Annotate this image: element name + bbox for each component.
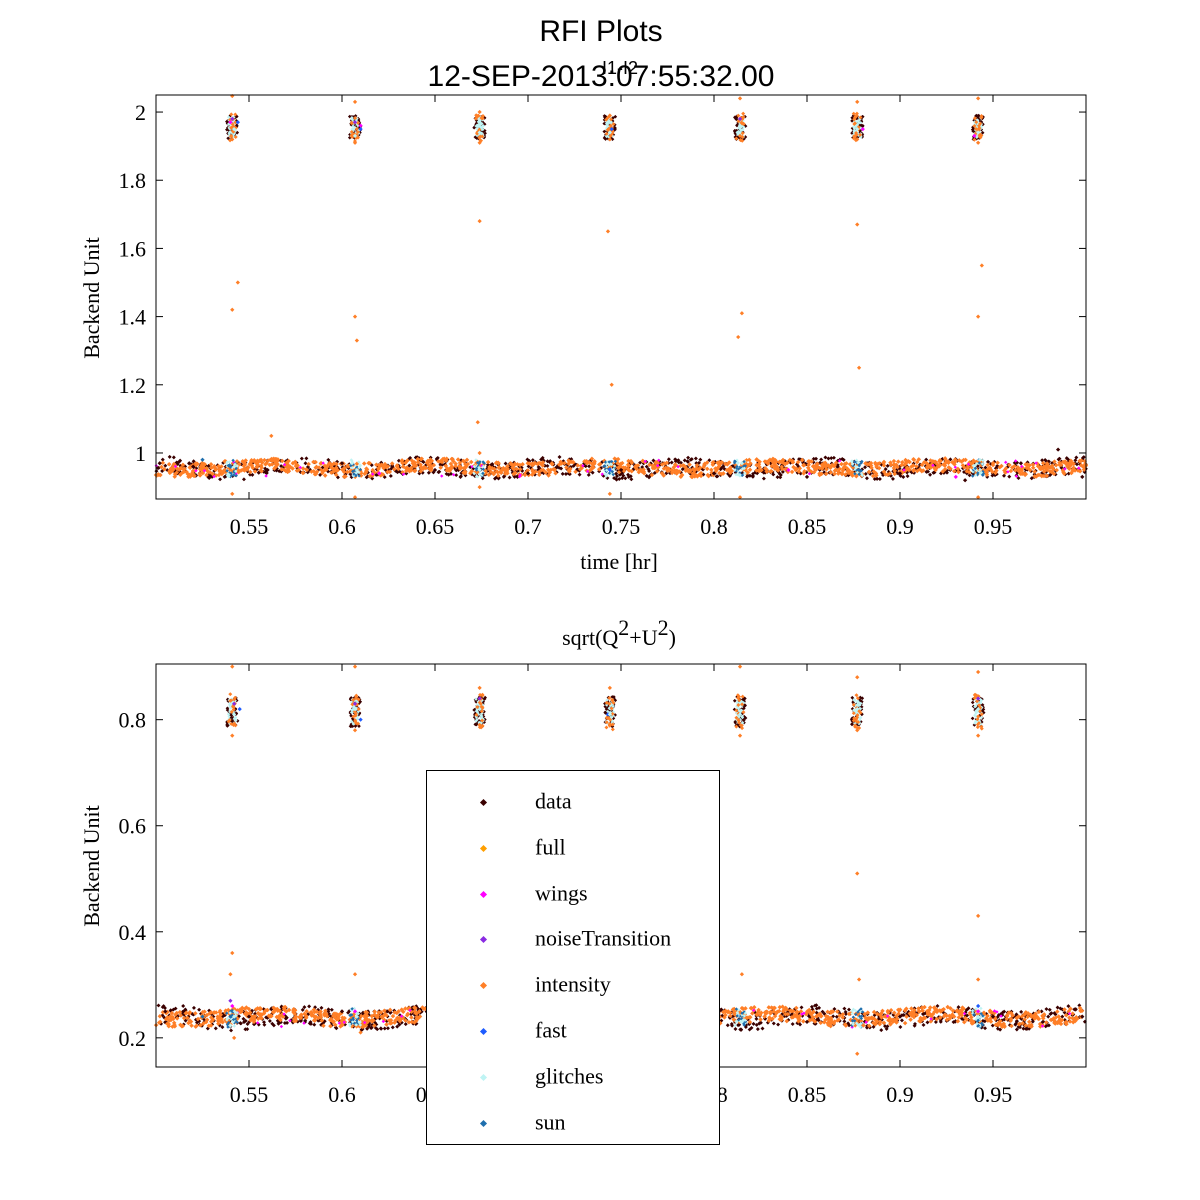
top-series-data-point (299, 456, 304, 461)
top-x-tick-label: 0.55 (230, 514, 269, 539)
panel-overlap-label: I1-I2 (602, 58, 638, 78)
top-series-intensity-point (892, 471, 897, 477)
bottom-panel-title: sqrt(Q2+U2) (562, 615, 676, 650)
top-series-data-point (814, 456, 818, 461)
top-x-tick-label: 0.75 (602, 514, 641, 539)
top-series-data-point (191, 459, 196, 464)
top-x-tick-label: 0.9 (886, 514, 914, 539)
top-y-tick-label: 2 (135, 100, 146, 125)
top-series-intensity-point (495, 473, 501, 478)
top-series-data-point (905, 474, 910, 479)
top-x-axis-label: time [hr] (580, 549, 658, 574)
top-series-data-point (374, 472, 379, 477)
top-series-data-point (507, 475, 512, 480)
superscript-2-u: 2 (658, 615, 669, 640)
top-series-data-point (1002, 473, 1007, 478)
top-series-intensity-point (919, 462, 925, 468)
top-y-tick-label: 1.2 (119, 373, 147, 398)
top-y-tick-label: 1.6 (119, 236, 147, 261)
top-series-data-point (967, 473, 972, 478)
top-series-data-point (1016, 476, 1021, 481)
top-series-intensity-point (866, 469, 872, 475)
top-series-data-point (707, 458, 712, 463)
top-series-data-point (559, 466, 564, 471)
top-series-data-point (155, 465, 160, 470)
top-series-data-point (404, 471, 409, 476)
top-series-data-point (263, 470, 268, 475)
top-x-tick-label: 0.95 (974, 514, 1013, 539)
top-series-intensity-point (747, 467, 753, 472)
top-series-data-point (761, 476, 766, 481)
top-x-tick-label: 0.7 (514, 514, 542, 539)
top-x-tick-label: 0.8 (700, 514, 728, 539)
top-series-intensity-point (457, 460, 463, 466)
top-y-tick-label: 1.8 (119, 168, 147, 193)
top-x-tick-label: 0.65 (416, 514, 455, 539)
top-series-data-point (250, 472, 255, 477)
top-scatter-panel: 0.55 0.6 0.65 0.7 0.75 0.8 0.85 0.9 0.95 1 1.2 1.4 1… (79, 93, 1089, 574)
top-series-data-point (388, 473, 393, 478)
top-series-data-point (458, 474, 463, 479)
top-y-tick-label: 1 (135, 441, 146, 466)
figure-title: RFI Plots (539, 15, 662, 48)
top-series-data-point (222, 474, 227, 479)
top-y-axis-label: Backend Unit (79, 237, 104, 359)
top-series-data-point (493, 476, 497, 481)
superscript-2-q: 2 (618, 615, 629, 640)
top-plot-area (156, 95, 1086, 499)
figure-subtitle: 12-SEP-2013:07:55:32.00 (428, 60, 775, 93)
top-y-tick-label: 1.4 (119, 305, 147, 330)
top-x-tick-label: 0.6 (328, 514, 356, 539)
top-data-points (153, 93, 1089, 500)
top-series-data-point (863, 465, 868, 470)
top-series-data-point (890, 476, 895, 481)
top-series-intensity-point (333, 472, 339, 478)
top-x-tick-label: 0.85 (788, 514, 827, 539)
top-series-data-point (218, 477, 223, 482)
top-series-data-point (382, 475, 387, 480)
top-series-data-point (928, 472, 933, 477)
top-series-data-point (163, 463, 168, 468)
